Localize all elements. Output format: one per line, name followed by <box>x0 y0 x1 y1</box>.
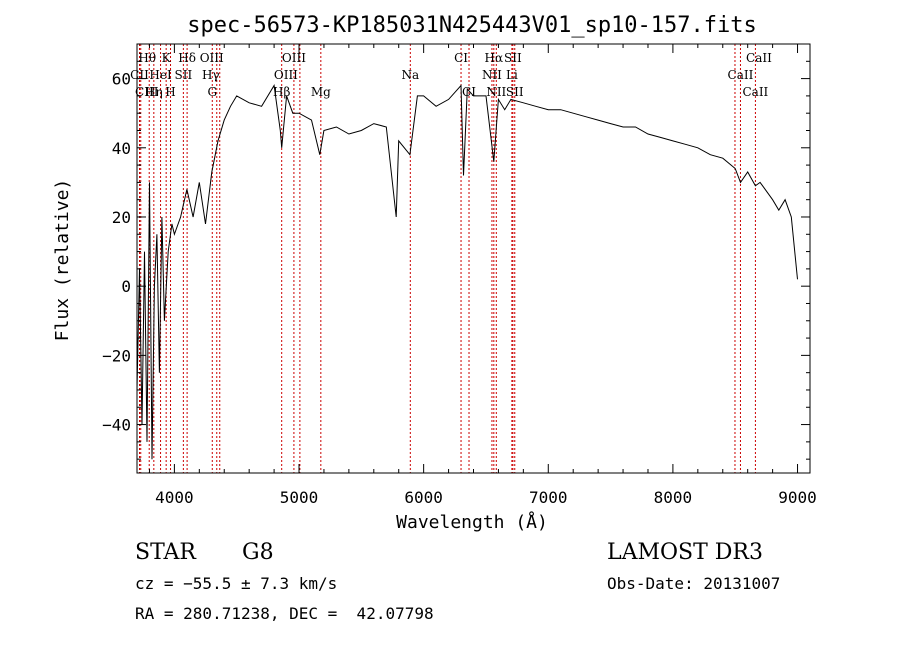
spectral-line-label: SII <box>175 68 193 82</box>
spectral-line-label: NII <box>486 85 506 99</box>
chart-title: spec-56573-KP185031N425443V01_sp10-157.f… <box>187 13 757 38</box>
plot-frame <box>136 43 811 474</box>
x-axis-ticks: 4000 5000 6000 7000 8000 9000 <box>148 44 817 507</box>
spectral-line-label: Hβ <box>273 85 290 99</box>
spectral-line-label: CII <box>130 68 149 82</box>
x-tick-label: 4000 <box>155 488 194 507</box>
x-tick-label: 6000 <box>404 488 443 507</box>
y-tick-label: 60 <box>112 70 131 89</box>
spectral-line-label: CaII <box>728 68 754 82</box>
redshift-readout: cz = −55.5 ± 7.3 km/s <box>135 574 337 593</box>
spectral-line-label: SII <box>504 51 522 65</box>
x-tick-label: 7000 <box>529 488 568 507</box>
y-tick-label: −20 <box>102 346 131 365</box>
spectral-line-label: Li <box>506 68 518 82</box>
spectral-line-label: HeI <box>149 68 172 82</box>
x-axis-label: Wavelength (Å) <box>396 511 548 533</box>
object-class: STAR <box>135 540 197 565</box>
y-tick-label: 0 <box>121 277 131 296</box>
survey-name: LAMOST DR3 <box>607 540 763 565</box>
x-tick-label: 8000 <box>654 488 693 507</box>
spectral-line-label: Hδ <box>178 51 196 65</box>
y-tick-label: −40 <box>102 416 131 435</box>
spectral-line-label: CI <box>454 51 468 65</box>
spectral-line-label: OIII <box>274 68 298 82</box>
y-tick-label: 20 <box>112 208 131 227</box>
spectral-line-label: Hη <box>145 85 163 99</box>
spectral-line-label: OIII <box>200 51 224 65</box>
spectral-line-label: Hθ <box>138 51 156 65</box>
coordinates-readout: RA = 280.71238, DEC = 42.07798 <box>135 604 434 623</box>
y-axis-label: Flux (relative) <box>52 179 73 342</box>
spectral-line-label: Hα <box>485 51 504 65</box>
x-tick-label: 5000 <box>280 488 319 507</box>
object-subclass: G8 <box>242 540 274 565</box>
spectrum-line <box>136 84 798 460</box>
spectral-line-label: K <box>162 51 172 65</box>
observation-date: Obs-Date: 20131007 <box>607 574 780 593</box>
spectral-line-label: CaII <box>742 85 768 99</box>
spectral-line-label: CaII <box>746 51 772 65</box>
spectral-line-label: H <box>165 85 175 99</box>
spectral-line-label: OIII <box>282 51 306 65</box>
spectral-line-label: Na <box>401 68 419 82</box>
spectral-line-label: NII <box>482 68 502 82</box>
spectral-line-label: Hγ <box>202 68 220 82</box>
spectral-line-label: Mg <box>311 85 331 99</box>
x-tick-label: 9000 <box>778 488 817 507</box>
spectral-line-label: G <box>207 85 217 99</box>
spectral-line-label: CI <box>462 85 476 99</box>
y-axis-ticks: −40 −20 0 20 40 60 <box>102 43 810 460</box>
spectral-line-label: SII <box>506 85 524 99</box>
spectral-line-markers <box>138 44 756 473</box>
y-tick-label: 40 <box>112 139 131 158</box>
